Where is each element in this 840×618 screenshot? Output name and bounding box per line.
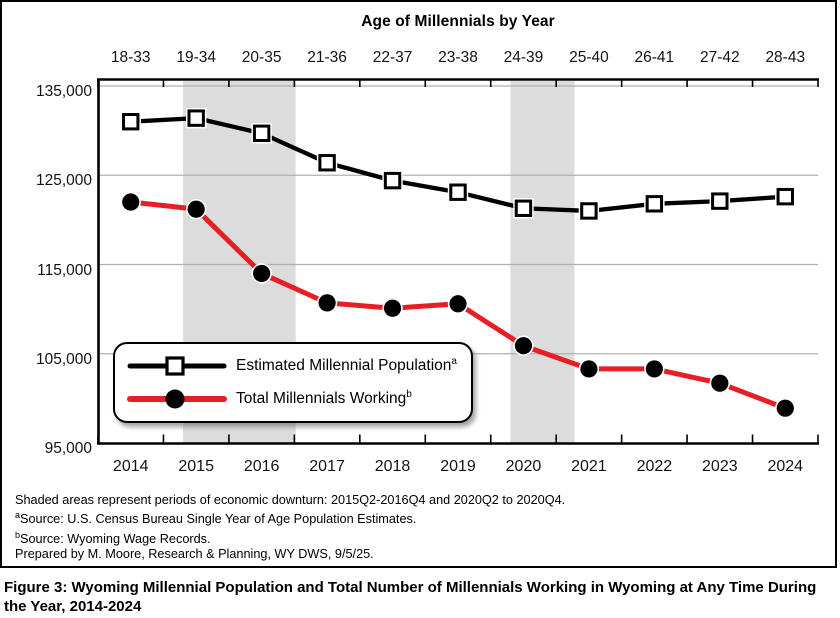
figure-caption: Figure 3: Wyoming Millennial Population …: [4, 579, 817, 615]
y-axis-tick-label: 135,000: [35, 83, 92, 100]
footnote-mark: a: [15, 510, 21, 521]
working-marker: [383, 299, 402, 317]
footnote-line: aSource: U.S. Census Bureau Single Year …: [15, 508, 795, 527]
chart-layer: Age of Millennials by Year 18-33 19-34 20-…: [15, 13, 819, 562]
legend-item-population: Estimated Millennial Populationa: [127, 355, 471, 377]
chart-box: Age of Millennials by Year 18-33 19-34 20-…: [0, 0, 837, 568]
footnote-line: bSource: Wyoming Wage Records.: [15, 528, 795, 547]
legend-circle-marker: [165, 389, 185, 409]
marker-halo: [578, 200, 600, 222]
y-axis-tick-label: 95,000: [44, 440, 92, 457]
x-axis-tick-label: 2021: [571, 458, 607, 475]
population-marker: [318, 154, 336, 172]
footnote-text: Shaded areas represent periods of econom…: [15, 493, 566, 507]
working-marker: [711, 374, 729, 392]
footnote-text: Source: Wyoming Wage Records.: [20, 531, 211, 546]
population-line-sample-icon: [127, 356, 227, 376]
footnote-mark: b: [15, 529, 21, 540]
legend: Estimated Millennial Populationa Total M…: [113, 342, 473, 423]
top-axis-tick-label: 22-37: [372, 49, 413, 66]
working-marker: [776, 399, 794, 417]
top-axis-tick-label: 27-42: [699, 49, 740, 66]
top-axis-tick-label: 26-41: [634, 49, 675, 66]
population-marker: [645, 195, 664, 213]
footnote-text: Source: U.S. Census Bureau Single Year o…: [20, 512, 417, 527]
population-marker: [776, 187, 794, 206]
marker-halo: [382, 170, 403, 191]
population-marker: [580, 202, 598, 220]
x-axis-tick-label: 2015: [178, 458, 214, 475]
marker-halo: [775, 186, 796, 207]
marker-halo: [251, 123, 272, 144]
footnote-line: Shaded areas represent periods of econom…: [15, 493, 795, 508]
top-axis-tick-label: 24-39: [503, 49, 544, 66]
top-axis-tick-label: 23-38: [438, 49, 478, 66]
legend-label-working: Total Millennials Workingb: [236, 389, 412, 408]
population-marker: [122, 113, 140, 131]
marker-halo: [447, 182, 469, 203]
y-axis-tick-label: 115,000: [37, 261, 92, 279]
x-axis-tick-label: 2018: [374, 458, 411, 475]
downturn-band-2: [510, 81, 575, 443]
working-marker: [645, 360, 663, 378]
top-axis-tick-label: 18-33: [110, 49, 151, 66]
marker-halo: [644, 193, 665, 215]
plot-area: [97, 78, 819, 445]
population-marker: [252, 124, 271, 143]
marker-halo: [185, 107, 207, 129]
x-axis-tick-label: 2016: [243, 458, 280, 475]
top-axis-tick-label: 21-36: [307, 49, 347, 66]
x-axis-tick-label: 2019: [440, 458, 476, 475]
x-axis-tick-label: 2020: [505, 458, 542, 475]
x-axis-tick-label: 2024: [767, 458, 804, 475]
top-axis-title: Age of Millennials by Year: [361, 13, 555, 30]
top-axis-tick-label: 20-35: [241, 49, 282, 66]
marker-halo: [709, 190, 731, 212]
working-line-sample-icon: [127, 389, 227, 409]
footnotes: Shaded areas represent periods of econom…: [15, 493, 795, 562]
population-marker: [187, 109, 205, 127]
legend-item-working: Total Millennials Workingb: [127, 388, 471, 410]
y-axis-tick-label: 125,000: [35, 172, 92, 190]
x-axis-tick-label: 2022: [636, 458, 673, 475]
working-marker: [449, 295, 467, 313]
footnote-line: Prepared by M. Moore, Research & Plannin…: [15, 547, 795, 562]
population-marker: [383, 171, 402, 190]
top-axis-tick-label: 19-34: [176, 49, 216, 66]
footnote-text: Prepared by M. Moore, Research & Plannin…: [15, 547, 374, 562]
x-axis-tick-label: 2023: [702, 458, 738, 475]
marker-halo: [513, 198, 534, 219]
marker-halo: [120, 111, 141, 132]
working-marker: [514, 337, 533, 355]
working-marker: [122, 193, 140, 211]
working-marker: [187, 200, 205, 218]
working-marker: [580, 360, 598, 378]
y-axis-tick-label: 105,000: [35, 350, 92, 368]
population-marker: [711, 192, 729, 210]
top-axis-tick-label: 25-40: [569, 49, 609, 66]
legend-label-population: Estimated Millennial Populationa: [236, 356, 457, 375]
working-marker: [318, 294, 336, 312]
working-marker: [253, 264, 271, 283]
top-axis-tick-label: 28-43: [765, 49, 806, 66]
legend-square-marker: [165, 356, 185, 376]
marker-halo: [316, 152, 338, 173]
x-axis-tick-label: 2014: [112, 458, 149, 475]
x-axis-tick-label: 2017: [309, 458, 345, 475]
population-marker: [449, 183, 467, 201]
population-marker: [514, 199, 533, 217]
